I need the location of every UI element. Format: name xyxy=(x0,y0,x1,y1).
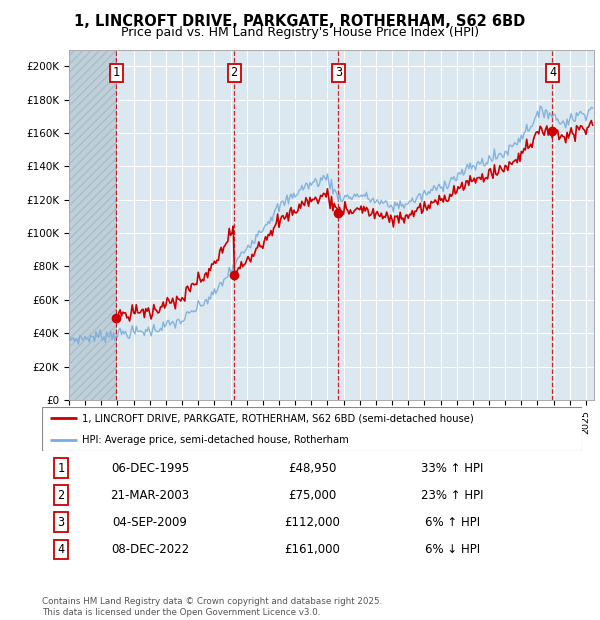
Text: 3: 3 xyxy=(335,66,342,79)
Text: 04-SEP-2009: 04-SEP-2009 xyxy=(113,516,187,529)
Text: Contains HM Land Registry data © Crown copyright and database right 2025.
This d: Contains HM Land Registry data © Crown c… xyxy=(42,598,382,617)
Text: 6% ↑ HPI: 6% ↑ HPI xyxy=(425,516,480,529)
Text: 6% ↓ HPI: 6% ↓ HPI xyxy=(425,543,480,556)
Text: 1: 1 xyxy=(58,461,64,474)
Text: £75,000: £75,000 xyxy=(288,489,336,502)
Text: 23% ↑ HPI: 23% ↑ HPI xyxy=(421,489,484,502)
FancyBboxPatch shape xyxy=(42,407,582,451)
Text: 33% ↑ HPI: 33% ↑ HPI xyxy=(421,461,484,474)
Text: HPI: Average price, semi-detached house, Rotherham: HPI: Average price, semi-detached house,… xyxy=(83,435,349,445)
Text: 2: 2 xyxy=(58,489,64,502)
Text: 1: 1 xyxy=(113,66,120,79)
Text: £112,000: £112,000 xyxy=(284,516,340,529)
Text: 1, LINCROFT DRIVE, PARKGATE, ROTHERHAM, S62 6BD (semi-detached house): 1, LINCROFT DRIVE, PARKGATE, ROTHERHAM, … xyxy=(83,414,474,423)
Text: 2: 2 xyxy=(230,66,238,79)
Text: 06-DEC-1995: 06-DEC-1995 xyxy=(111,461,189,474)
Text: 21-MAR-2003: 21-MAR-2003 xyxy=(110,489,190,502)
Bar xyxy=(69,50,116,400)
Text: Price paid vs. HM Land Registry's House Price Index (HPI): Price paid vs. HM Land Registry's House … xyxy=(121,26,479,39)
Text: 4: 4 xyxy=(58,543,64,556)
Text: £161,000: £161,000 xyxy=(284,543,340,556)
Text: 1, LINCROFT DRIVE, PARKGATE, ROTHERHAM, S62 6BD: 1, LINCROFT DRIVE, PARKGATE, ROTHERHAM, … xyxy=(74,14,526,29)
Text: 4: 4 xyxy=(549,66,556,79)
Text: 08-DEC-2022: 08-DEC-2022 xyxy=(111,543,189,556)
Text: 3: 3 xyxy=(58,516,64,529)
Text: £48,950: £48,950 xyxy=(288,461,336,474)
